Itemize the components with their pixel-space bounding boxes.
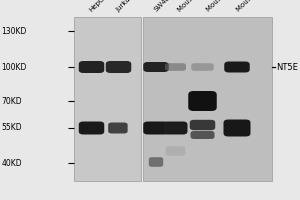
FancyBboxPatch shape [224,61,250,72]
Text: SW480: SW480 [153,0,175,13]
Text: NT5E: NT5E [276,62,298,72]
Bar [142,17,272,181]
Text: HepG2: HepG2 [88,0,110,13]
Text: 55KD: 55KD [2,123,22,132]
FancyBboxPatch shape [190,120,215,130]
Text: Mouse brain: Mouse brain [236,0,270,13]
FancyBboxPatch shape [190,131,214,139]
FancyBboxPatch shape [166,146,185,156]
Text: Jurkat: Jurkat [116,0,134,13]
FancyBboxPatch shape [188,91,217,111]
FancyBboxPatch shape [79,121,104,134]
FancyBboxPatch shape [143,62,169,72]
FancyBboxPatch shape [149,157,163,167]
Text: Mouse kidney: Mouse kidney [177,0,215,13]
FancyBboxPatch shape [164,121,188,134]
Text: 70KD: 70KD [2,97,22,106]
Text: 100KD: 100KD [2,62,27,72]
FancyBboxPatch shape [108,122,128,134]
Text: 40KD: 40KD [2,158,22,168]
FancyBboxPatch shape [143,121,169,134]
Text: 130KD: 130KD [2,26,27,36]
FancyBboxPatch shape [79,61,104,73]
Bar [74,17,141,181]
Text: Mouse skin: Mouse skin [206,0,237,13]
FancyBboxPatch shape [224,119,250,136]
FancyBboxPatch shape [165,63,186,71]
FancyBboxPatch shape [191,63,214,71]
FancyBboxPatch shape [106,61,131,73]
